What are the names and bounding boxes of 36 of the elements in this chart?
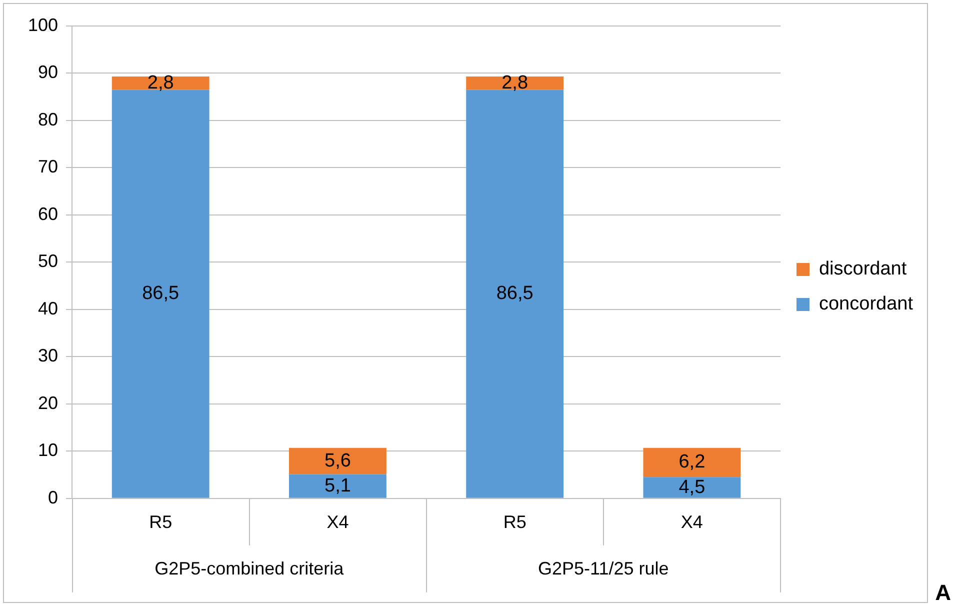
bar: [112, 76, 210, 90]
legend-label: discordant: [818, 258, 908, 280]
data-label: 86,5: [496, 283, 534, 304]
data-label: 5,6: [324, 450, 351, 472]
x-tick-label: X4: [680, 512, 703, 532]
y-tick-label: 70: [38, 156, 58, 177]
y-tick-label: 10: [38, 440, 58, 460]
y-tick-label: 30: [38, 346, 58, 366]
data-label: 86,5: [142, 283, 180, 304]
x-tick-label: R5: [503, 512, 526, 532]
y-tick-label: 60: [38, 204, 58, 224]
y-tick-label: 50: [38, 251, 58, 272]
y-tick-label: 80: [38, 109, 58, 130]
legend-label: concordant: [818, 294, 914, 315]
data-label: 5,1: [324, 475, 351, 496]
text: A: [935, 580, 951, 606]
x-tick-label: R5: [149, 512, 172, 532]
data-label: 6,2: [678, 452, 706, 473]
bar: [466, 90, 564, 498]
y-tick-label: 40: [38, 298, 58, 318]
bar: [112, 90, 210, 498]
data-label: 4,5: [678, 476, 706, 498]
y-tick-label: 90: [38, 62, 58, 82]
text: G2P5-11/25 rule: [538, 558, 669, 578]
y-tick-label: 20: [38, 392, 58, 413]
bar: [643, 448, 741, 478]
data-label: 2,8: [502, 72, 528, 94]
bar: [643, 477, 741, 498]
bar: [289, 474, 386, 498]
data-label: 2,8: [147, 72, 174, 94]
y-tick-label: 0: [48, 487, 58, 508]
text: G2P5-combined criteria: [154, 558, 345, 578]
bar: [289, 448, 386, 474]
x-tick-label: X4: [326, 512, 349, 532]
y-tick-label: 100: [28, 14, 58, 35]
bar: [466, 76, 564, 90]
